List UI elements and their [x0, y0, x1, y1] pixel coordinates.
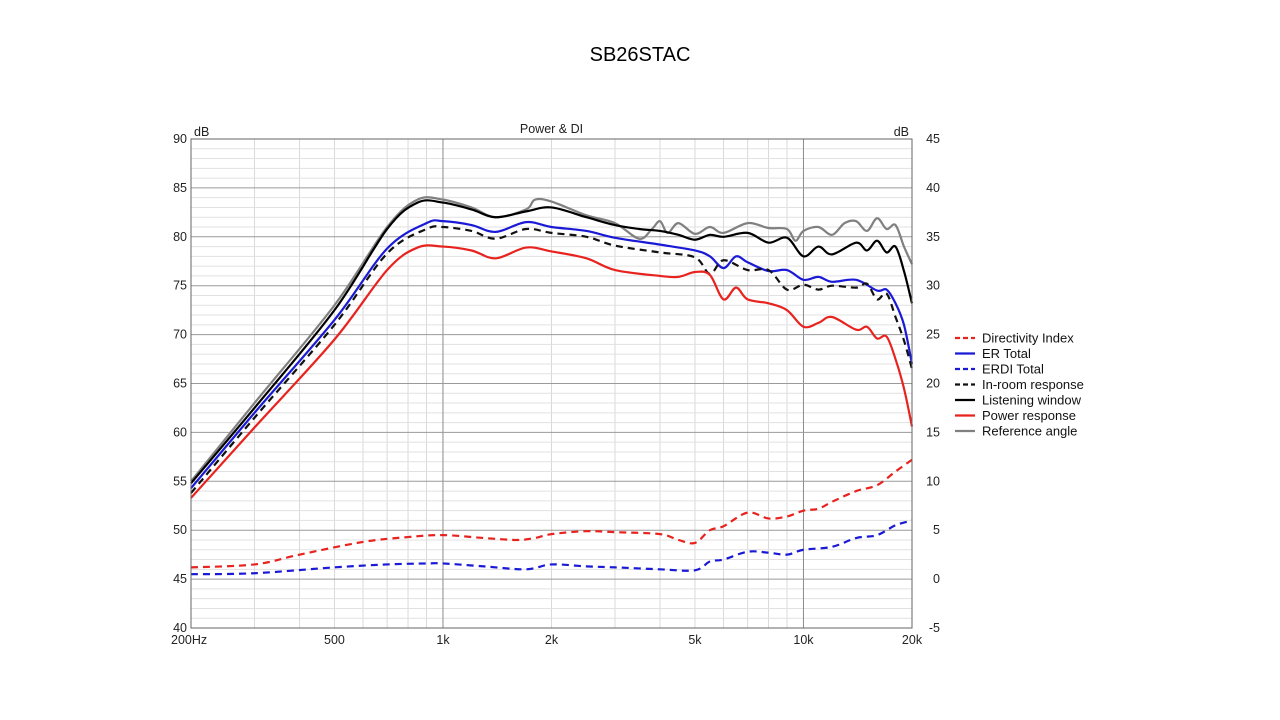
- x-tick-label: 5k: [688, 633, 702, 647]
- left-tick-label: 70: [173, 328, 187, 342]
- x-tick-label: 200Hz: [171, 633, 207, 647]
- x-tick-label: 500: [324, 633, 345, 647]
- x-tick-label: 2k: [545, 633, 559, 647]
- left-tick-label: 50: [173, 523, 187, 537]
- series-line-power-response: [190, 244, 914, 499]
- legend-label: ER Total: [982, 346, 1031, 361]
- right-tick-label: 25: [926, 328, 940, 342]
- right-axis-unit: dB: [894, 125, 909, 139]
- plot-frame: [190, 138, 913, 629]
- left-tick-label: 65: [173, 377, 187, 391]
- series-line-er-total: [190, 219, 914, 489]
- x-tick-label: 1k: [436, 633, 450, 647]
- right-tick-label: 35: [926, 230, 940, 244]
- right-axis-ticks: -5 0 5 10 15 20 25 30 35 40 45: [926, 132, 940, 635]
- x-tick-label: 20k: [902, 633, 923, 647]
- right-tick-label: 5: [933, 523, 940, 537]
- series-line-in-room-response: [190, 225, 914, 494]
- left-tick-label: 80: [173, 230, 187, 244]
- slide-title: SB26STAC: [589, 44, 691, 66]
- series-line-reference-angle: [190, 196, 914, 482]
- series-lines: [190, 196, 914, 576]
- left-tick-label: 85: [173, 181, 187, 195]
- series-line-erdi-total: [190, 519, 913, 576]
- series-line-directivity-index: [190, 458, 913, 569]
- right-tick-label: 10: [926, 474, 940, 488]
- left-tick-label: 45: [173, 572, 187, 586]
- legend-label: ERDI Total: [982, 362, 1044, 377]
- left-tick-label: 55: [173, 474, 187, 488]
- legend-label: Listening window: [982, 393, 1082, 408]
- legend-label: Directivity Index: [982, 331, 1074, 346]
- left-tick-label: 90: [173, 132, 187, 146]
- x-axis-ticks: 200Hz 500 1k 2k 5k 10k 20k: [171, 633, 923, 647]
- right-tick-label: 30: [926, 279, 940, 293]
- right-tick-label: 40: [926, 181, 940, 195]
- legend-label: Reference angle: [982, 424, 1077, 439]
- right-tick-label: 0: [933, 572, 940, 586]
- chart-title: Power & DI: [520, 122, 583, 136]
- left-tick-label: 60: [173, 425, 187, 439]
- right-tick-label: -5: [929, 621, 940, 635]
- right-tick-label: 15: [926, 425, 940, 439]
- left-tick-label: 40: [173, 621, 187, 635]
- left-axis-unit: dB: [194, 125, 209, 139]
- left-axis-ticks: 40 45 50 55 60 65 70 75 80 85 90: [173, 132, 187, 635]
- legend-label: Power response: [982, 408, 1076, 423]
- right-tick-label: 20: [926, 377, 940, 391]
- left-tick-label: 75: [173, 279, 187, 293]
- x-tick-label: 10k: [793, 633, 814, 647]
- right-tick-label: 45: [926, 132, 940, 146]
- series-line-listening-window: [190, 199, 914, 484]
- legend-label: In-room response: [982, 377, 1084, 392]
